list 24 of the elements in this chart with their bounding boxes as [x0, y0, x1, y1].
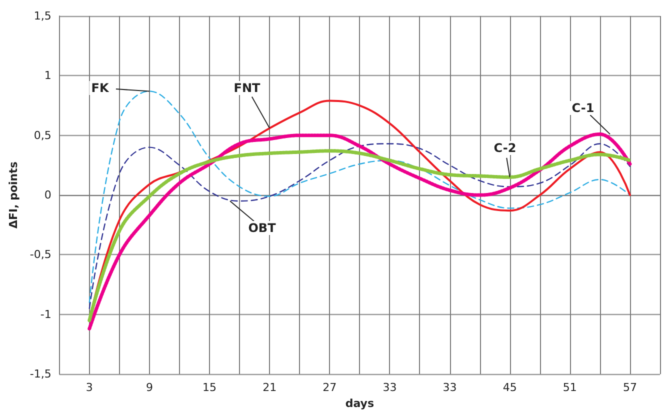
- y-tick-label: 0,5: [34, 128, 52, 142]
- y-tick-label: -1,5: [30, 368, 52, 381]
- x-tick-label: 33: [442, 381, 457, 394]
- y-tick-label: -0,5: [30, 248, 52, 262]
- x-axis-title: days: [345, 397, 374, 410]
- y-tick-label: 1,5: [34, 10, 52, 22]
- annotation: C-2: [494, 141, 516, 155]
- x-tick-label: 57: [622, 381, 637, 394]
- annotation: FNT: [234, 81, 262, 95]
- x-tick-label: 21: [262, 381, 277, 394]
- annotation: C-1: [572, 101, 594, 115]
- x-tick-label: 27: [322, 381, 337, 394]
- x-tick-label: 45: [502, 381, 517, 394]
- y-axis-title: ΔFI, points: [7, 161, 20, 229]
- x-tick-label: 15: [202, 381, 217, 394]
- x-tick-label: 51: [562, 381, 577, 394]
- y-tick-label: 0: [44, 188, 52, 202]
- annotation: OBT: [248, 221, 277, 235]
- x-tick-label: 3: [86, 381, 93, 394]
- x-tick-label: 33: [382, 381, 397, 394]
- annotation: FK: [91, 81, 110, 95]
- x-tick-label: 9: [146, 381, 153, 394]
- y-tick-label: -1: [40, 308, 52, 321]
- y-tick-label: 1: [44, 69, 52, 82]
